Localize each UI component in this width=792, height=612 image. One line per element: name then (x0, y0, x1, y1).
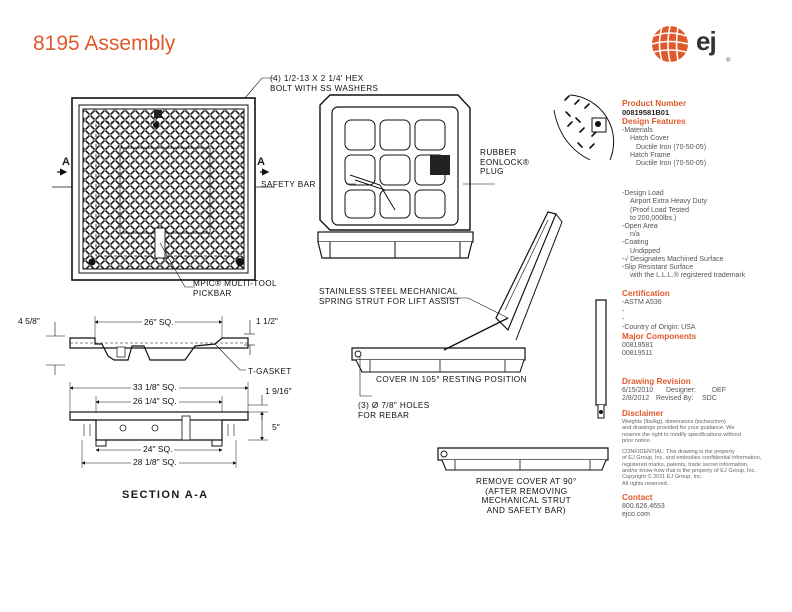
dim-26-1-4: 26 1/4" SQ. (131, 396, 179, 406)
rev2-label: Revised By: (656, 394, 694, 402)
section-view-lower (69, 382, 268, 468)
dim-4-5-8: 4 5/8" (18, 316, 40, 326)
component-2: 00819511 (622, 350, 653, 358)
copyright-line: Copyright © 2011 EJ Group, Inc. (622, 474, 703, 481)
cert-blank-2: - (622, 315, 625, 323)
slip-resistant-trademark: with the L.L.L.® registered trademark (630, 272, 746, 280)
section-marker-left: A (62, 156, 70, 168)
product-number: 00819581B01 (622, 108, 670, 117)
remove-cover-label: REMOVE COVER AT 90° (AFTER REMOVING MECH… (476, 477, 577, 515)
revision-row-1: 6/15/2010 Designer: DEF (622, 387, 787, 395)
disclaimer-line-1: Weights (lbs/kg), dimensions (inches/mm) (622, 419, 726, 426)
design-features-heading: Design Features (622, 117, 686, 127)
dim-28-1-8: 28 1/8" SQ. (131, 457, 179, 467)
disclaimer-line-3: reserve the right to modify specificatio… (622, 431, 742, 438)
page-title: 8195 Assembly (33, 32, 176, 55)
rubber-plug-label: RUBBER EONLOCK® PLUG (480, 148, 530, 176)
hatch-frame: Hatch Frame (630, 151, 671, 159)
load-line-3: to 200,000lbs.) (630, 214, 677, 222)
plan-view (52, 77, 275, 288)
confidential-line-3: registered marks, patents, trade secret … (622, 461, 749, 468)
coating-value: Undipped (630, 247, 660, 255)
load-line-1: Airport Extra Heavy Duty (630, 198, 708, 206)
disclaimer-line-4: prior notice. (622, 438, 652, 445)
machined-surface: -√ Designates Machined Surface (622, 255, 724, 263)
cert-blank-1: - (622, 307, 625, 315)
drawing-revision-heading: Drawing Revision (622, 376, 691, 386)
rights-line: All rights reserved. (622, 480, 669, 487)
confidential-line-2: of EJ Group, Inc. and embodies confident… (622, 455, 762, 462)
design-load: -Design Load (622, 190, 664, 198)
section-title: SECTION A-A (122, 489, 209, 501)
cover-open-view (351, 211, 563, 397)
isometric-view (317, 94, 495, 259)
globe-icon (651, 25, 689, 63)
rev1-label: Designer: (666, 386, 696, 394)
disclaimer-line-2: and drawings provided for your guidance.… (622, 425, 735, 432)
confidential-line-1: CONFIDENTIAL: This drawing is the proper… (622, 448, 735, 455)
hatch-cover-material: Ductile Iron (70-50-05) (636, 143, 707, 151)
hatch-cover: Hatch Cover (630, 135, 669, 143)
load-line-2: (Proof Load Tested (630, 206, 690, 214)
section-view-upper (46, 316, 255, 375)
cover-removed-view (437, 299, 609, 471)
dim-26-sq: 26" SQ. (142, 317, 176, 327)
major-components-heading: Major Components (622, 332, 697, 342)
hatch-frame-material: Ductile Iron (70-50-05) (636, 160, 707, 168)
section-marker-right: A (257, 156, 265, 168)
strut-label: STAINLESS STEEL MECHANICAL SPRING STRUT … (319, 287, 461, 306)
country-of-origin: -Country of Origin: USA (622, 324, 696, 332)
rev1-date: 6/15/2010 (622, 386, 654, 394)
contact-heading: Contact (622, 493, 653, 503)
component-1: 00819581 (622, 342, 654, 350)
detail-circle (553, 94, 615, 161)
materials: -Materials (622, 127, 653, 135)
contact-website[interactable]: ejco.com (622, 511, 651, 519)
cert-astm: -ASTM A536 (622, 299, 662, 307)
dim-5: 5" (272, 422, 280, 432)
slip-resistant: -Slip Resistant Surface (622, 264, 694, 272)
revision-row-2: 2/8/2012 Revised By: SDC (622, 395, 787, 403)
logo-wordmark: ej (696, 26, 717, 56)
dim-1-1-2: 1 1/2" (256, 316, 278, 326)
product-number-heading: Product Number (622, 99, 687, 108)
rev1-value: DEF (712, 386, 726, 394)
t-gasket-label: T-GASKET (248, 367, 292, 376)
info-panel: Product Number 00819581B01 Design Featur… (622, 99, 787, 520)
safety-bar-label: SAFETY BAR (261, 180, 316, 189)
dim-33-1-8: 33 1/8" SQ. (131, 382, 179, 392)
contact-phone[interactable]: 800.626.4653 (622, 503, 665, 511)
disclaimer-heading: Disclaimer (622, 409, 664, 419)
mpic-label: MPIC® MULTI-TOOL PICKBAR (193, 279, 278, 298)
dim-1-9-16: 1 9/16" (265, 386, 292, 396)
dim-24-sq: 24" SQ. (141, 444, 175, 454)
hex-bolt-label: (4) 1/2-13 X 2 1/4' HEX BOLT WITH SS WAS… (270, 74, 379, 93)
confidential-line-4: and/or know-how that is the property of … (622, 467, 757, 474)
rev2-value: SDC (702, 394, 717, 402)
rev2-date: 2/8/2012 (622, 394, 650, 402)
certification-heading: Certification (622, 289, 670, 299)
coating: -Coating (622, 239, 649, 247)
rebar-holes-label: (3) Ø 7/8" HOLES FOR REBAR (358, 401, 430, 420)
open-area-value: n/a (630, 231, 640, 239)
ej-logo: ej ® (648, 22, 743, 70)
registered-mark: ® (726, 58, 731, 64)
cover-105-label: COVER IN 105° RESTING POSITION (376, 375, 527, 384)
open-area: -Open Area (622, 223, 658, 231)
